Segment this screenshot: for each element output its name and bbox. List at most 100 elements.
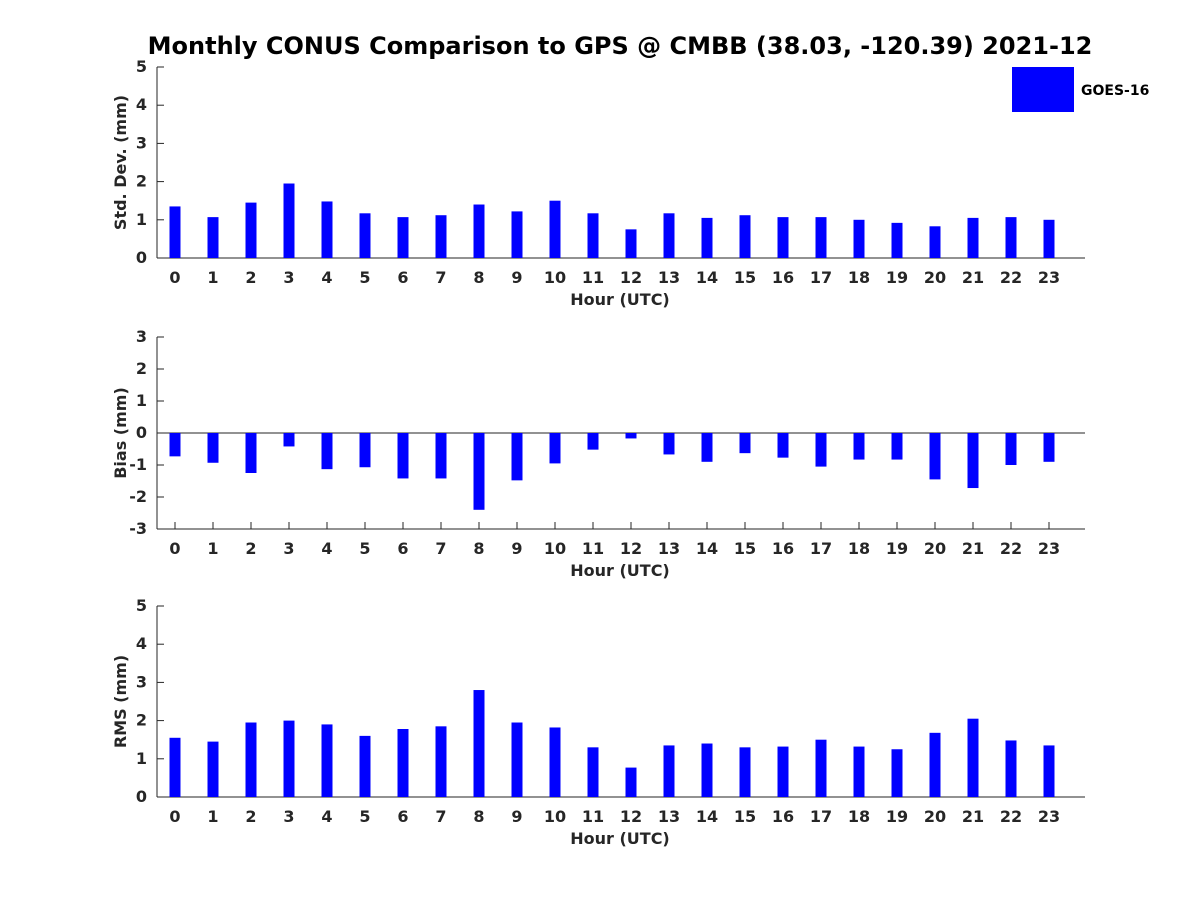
bar-hour-7 [435,433,447,479]
bar-hour-1 [207,741,219,797]
bar-hour-16 [777,433,789,458]
y-tick-label: 1 [136,749,147,768]
y-axis-label: RMS (mm) [111,655,130,748]
bar-hour-9 [511,211,523,258]
bar-hour-8 [473,433,485,510]
x-tick-label: 6 [397,268,408,287]
bar-hour-8 [473,204,485,258]
bar-hour-16 [777,217,789,258]
bar-hour-15 [739,747,751,797]
x-tick-label: 16 [772,268,794,287]
bar-hour-4 [321,433,333,470]
x-tick-label: 15 [734,539,756,558]
x-tick-label: 21 [962,539,984,558]
bar-hour-23 [1043,745,1055,797]
x-tick-label: 2 [245,807,256,826]
x-tick-label: 18 [848,268,870,287]
x-tick-label: 5 [359,539,370,558]
y-tick-label: 0 [136,423,147,442]
bar-hour-21 [967,217,979,258]
bar-hour-14 [701,433,713,462]
bar-hour-21 [967,433,979,489]
x-tick-label: 13 [658,807,680,826]
bar-hour-0 [169,433,181,457]
x-tick-label: 21 [962,807,984,826]
bar-hour-3 [283,720,295,797]
bar-hour-22 [1005,433,1017,465]
bar-hour-0 [169,206,181,258]
legend-label: GOES-16 [1081,83,1149,99]
x-tick-label: 3 [283,539,294,558]
x-tick-label: 10 [544,807,566,826]
x-tick-label: 17 [810,807,832,826]
x-tick-label: 4 [321,268,332,287]
x-tick-label: 19 [886,539,908,558]
bar-hour-10 [549,727,561,797]
x-tick-label: 7 [435,539,446,558]
bar-hour-12 [625,229,637,258]
x-tick-label: 21 [962,268,984,287]
x-tick-label: 17 [810,268,832,287]
y-tick-label: 1 [136,210,147,229]
x-tick-label: 1 [207,539,218,558]
x-tick-label: 15 [734,268,756,287]
bar-hour-1 [207,433,219,463]
bar-hour-9 [511,722,523,797]
x-tick-label: 20 [924,268,946,287]
x-tick-label: 9 [511,807,522,826]
x-tick-label: 5 [359,268,370,287]
x-tick-label: 16 [772,807,794,826]
bar-hour-13 [663,213,675,258]
bar-hour-15 [739,215,751,258]
y-tick-label: 5 [136,57,147,76]
bar-hour-18 [853,746,865,797]
bar-hour-20 [929,732,941,797]
bar-hour-19 [891,222,903,258]
bar-hour-20 [929,226,941,258]
bar-hour-12 [625,767,637,797]
bar-hour-14 [701,217,713,258]
bar-hour-15 [739,433,751,454]
bar-hour-9 [511,433,523,481]
bar-hour-11 [587,433,599,450]
x-tick-label: 15 [734,807,756,826]
bar-hour-13 [663,745,675,797]
y-tick-label: 2 [136,359,147,378]
y-tick-label: -1 [129,455,147,474]
x-tick-label: 7 [435,268,446,287]
x-tick-label: 22 [1000,807,1022,826]
legend-swatch [1012,67,1074,112]
x-tick-label: 6 [397,807,408,826]
x-axis-label: Hour (UTC) [570,829,670,848]
x-tick-label: 8 [473,807,484,826]
bar-hour-6 [397,217,409,258]
bar-hour-1 [207,217,219,258]
x-tick-label: 4 [321,539,332,558]
bar-hour-10 [549,433,561,464]
x-tick-label: 0 [169,268,180,287]
bar-hour-3 [283,433,295,447]
bar-hour-11 [587,747,599,797]
x-tick-label: 20 [924,807,946,826]
bar-hour-18 [853,433,865,460]
bar-hour-23 [1043,433,1055,462]
x-tick-label: 1 [207,268,218,287]
figure-title: Monthly CONUS Comparison to GPS @ CMBB (… [148,32,1093,60]
x-tick-label: 23 [1038,807,1060,826]
x-tick-label: 10 [544,268,566,287]
x-tick-label: 0 [169,807,180,826]
x-tick-label: 18 [848,539,870,558]
x-tick-label: 19 [886,268,908,287]
bar-hour-23 [1043,219,1055,258]
bar-hour-6 [397,729,409,797]
bar-hour-5 [359,735,371,797]
x-tick-label: 23 [1038,539,1060,558]
bar-hour-5 [359,433,371,468]
x-tick-label: 2 [245,268,256,287]
